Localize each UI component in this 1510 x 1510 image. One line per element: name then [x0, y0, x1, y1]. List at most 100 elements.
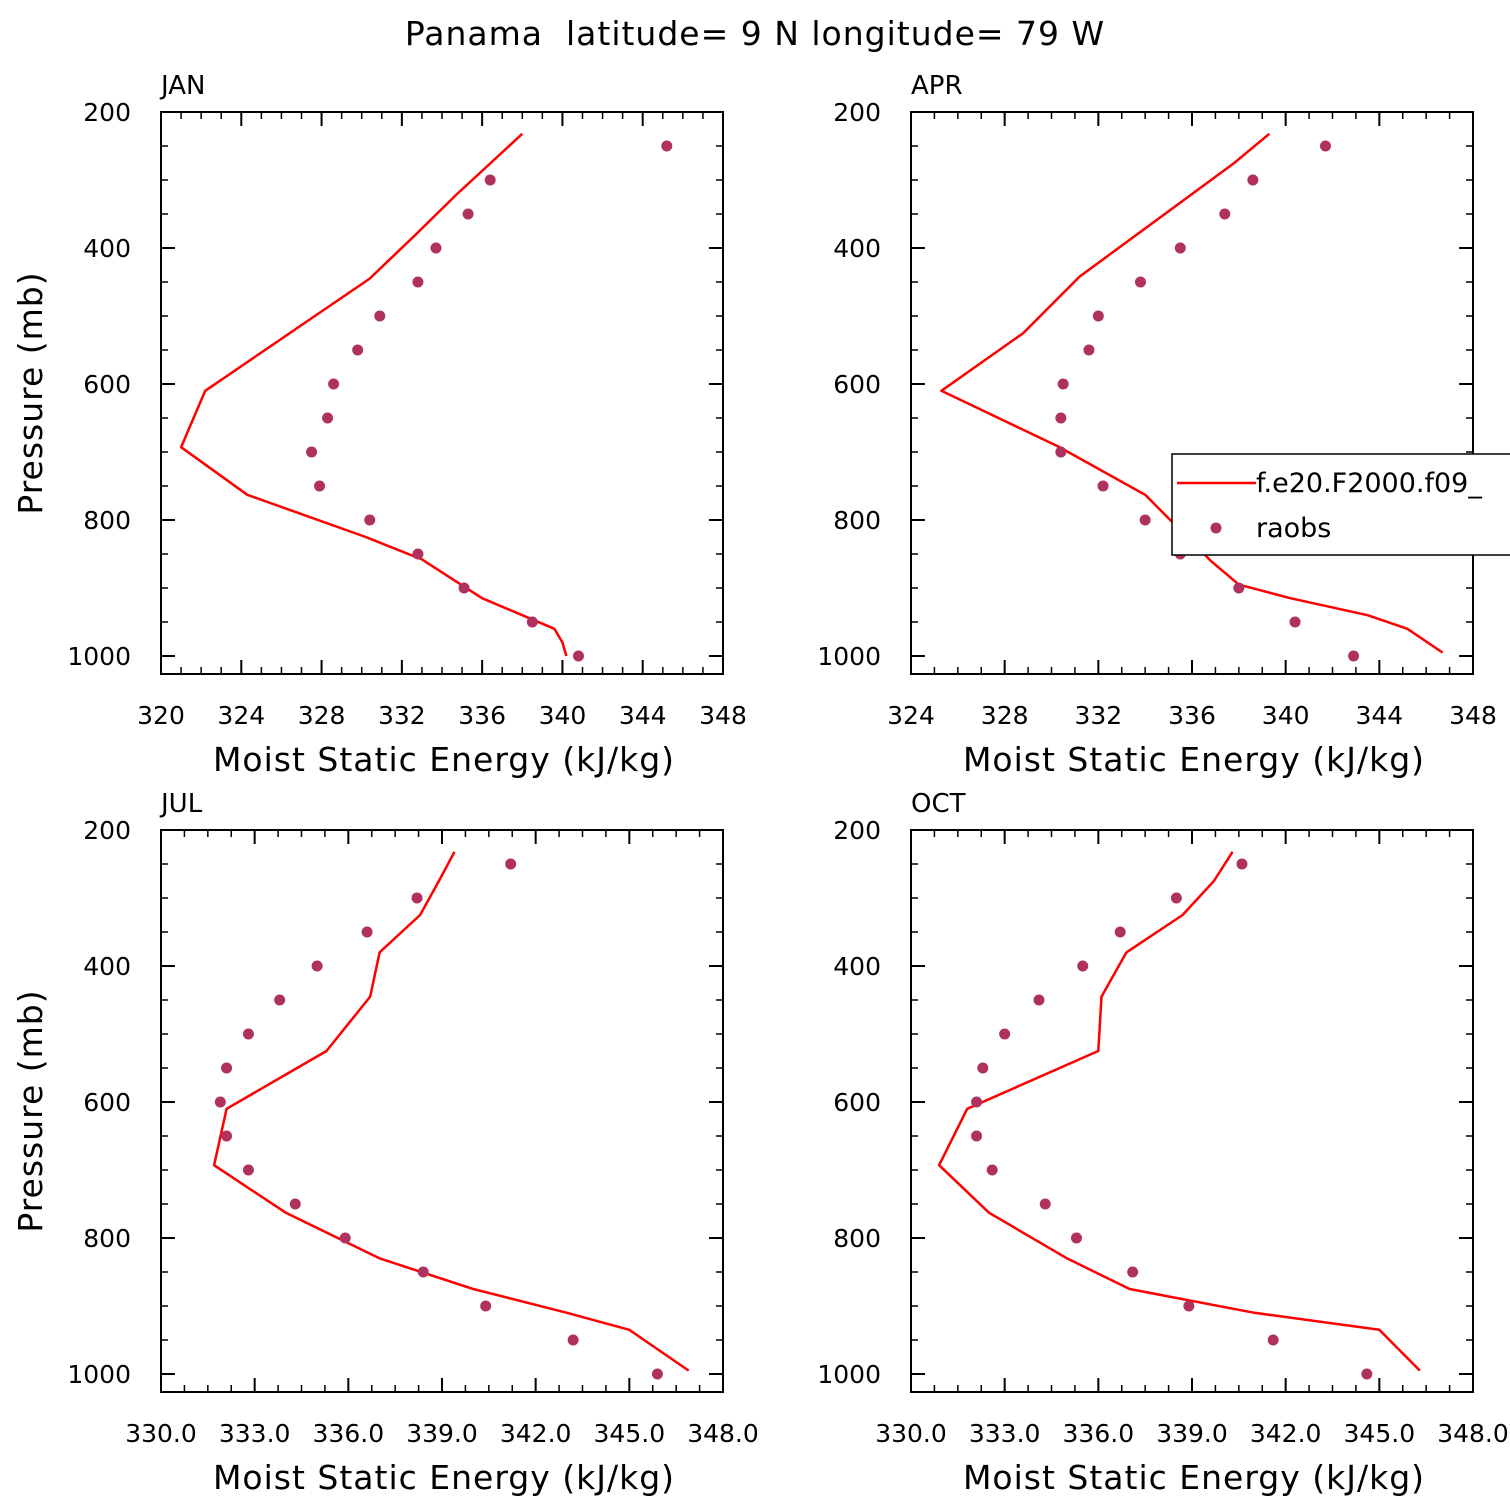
- x-tick-label: 336.0: [1063, 1419, 1135, 1448]
- obs-point: [1170, 892, 1182, 904]
- obs-point: [1183, 1300, 1195, 1312]
- y-tick-label: 400: [833, 952, 881, 981]
- x-tick-label: 328: [981, 701, 1029, 730]
- x-tick-label: 324: [217, 701, 265, 730]
- obs-point: [572, 650, 584, 662]
- model-line-jul: [212, 851, 690, 1372]
- obs-point: [458, 582, 470, 594]
- panel-title-jul: JUL: [159, 789, 203, 819]
- panel-title-apr: APR: [911, 71, 963, 101]
- y-tick-label: 200: [833, 98, 881, 127]
- obs-point: [986, 1164, 998, 1176]
- obs-point: [526, 616, 538, 628]
- model-line-jan: [179, 132, 568, 657]
- obs-point: [1219, 208, 1231, 220]
- obs-point: [661, 140, 673, 152]
- obs-point: [971, 1096, 983, 1108]
- obs-point: [417, 1266, 429, 1278]
- plot-frame: [910, 111, 1474, 675]
- obs-point: [328, 378, 340, 390]
- obs-point: [1077, 960, 1089, 972]
- obs-point: [484, 174, 496, 186]
- x-tick-label: 333.0: [969, 1419, 1041, 1448]
- obs-point: [430, 242, 442, 254]
- y-tick-label: 200: [83, 816, 131, 845]
- obs-point: [462, 208, 474, 220]
- x-tick-label: 340: [539, 701, 587, 730]
- obs-point: [1361, 1368, 1373, 1380]
- obs-point: [1267, 1334, 1279, 1346]
- obs-point: [361, 926, 373, 938]
- obs-point: [1114, 926, 1126, 938]
- obs-point: [1033, 994, 1045, 1006]
- legend-model-label: f.e20.F2000.f09_: [1256, 468, 1482, 499]
- obs-point: [374, 310, 386, 322]
- x-tick-label: 339.0: [406, 1419, 478, 1448]
- x-tick-label: 333.0: [219, 1419, 291, 1448]
- plot-frame: [160, 111, 724, 675]
- obs-point: [1055, 412, 1067, 424]
- obs-point: [289, 1198, 301, 1210]
- y-tick-label: 400: [83, 234, 131, 263]
- obs-point: [364, 514, 376, 526]
- panel-title-oct: OCT: [911, 789, 966, 819]
- y-tick-label: 800: [833, 506, 881, 535]
- obs-point: [999, 1028, 1011, 1040]
- x-tick-label: 336: [1168, 701, 1216, 730]
- panel-title-jan: JAN: [159, 71, 205, 101]
- obs-point: [242, 1028, 254, 1040]
- y-tick-label: 1000: [67, 642, 131, 671]
- x-tick-label: 330.0: [125, 1419, 197, 1448]
- x-tick-label: 320: [137, 701, 185, 730]
- obs-point: [1127, 1266, 1139, 1278]
- y-tick-label: 800: [83, 1224, 131, 1253]
- plot-frame: [910, 829, 1474, 1393]
- x-tick-label: 345.0: [594, 1419, 666, 1448]
- y-tick-label: 400: [83, 952, 131, 981]
- x-tick-label: 348: [699, 701, 747, 730]
- obs-point: [314, 480, 326, 492]
- panel-jan: JAN 320 324 328 332 336 340 344 348 200 400 600 800 1…: [11, 71, 747, 779]
- x-tick-label: 328: [298, 701, 346, 730]
- obs-point: [242, 1164, 254, 1176]
- legend-box: [1171, 453, 1510, 556]
- x-tick-label: 344: [619, 701, 667, 730]
- x-tick-label: 348: [1449, 701, 1497, 730]
- x-axis-label: Moist Static Energy (kJ/kg): [213, 740, 675, 779]
- y-tick-label: 800: [83, 506, 131, 535]
- obs-point: [221, 1062, 233, 1074]
- obs-point: [651, 1368, 663, 1380]
- y-tick-label: 400: [833, 234, 881, 263]
- obs-point: [1348, 650, 1360, 662]
- x-tick-label: 336.0: [313, 1419, 385, 1448]
- x-tick-label: 345.0: [1344, 1419, 1416, 1448]
- y-tick-label: 1000: [817, 1360, 881, 1389]
- obs-point: [274, 994, 286, 1006]
- obs-point: [411, 892, 423, 904]
- x-tick-label: 348.0: [687, 1419, 759, 1448]
- y-axis-label: Pressure (mb): [11, 271, 50, 514]
- x-axis-label: Moist Static Energy (kJ/kg): [213, 1458, 675, 1497]
- model-line-oct: [937, 851, 1421, 1372]
- obs-point: [1097, 480, 1109, 492]
- obs-point: [1174, 242, 1186, 254]
- x-tick-label: 340: [1262, 701, 1310, 730]
- x-axis-label: Moist Static Energy (kJ/kg): [963, 1458, 1425, 1497]
- obs-point: [221, 1130, 233, 1142]
- x-tick-label: 342.0: [1250, 1419, 1322, 1448]
- obs-point: [352, 344, 364, 356]
- obs-point: [1039, 1198, 1051, 1210]
- obs-point: [306, 446, 318, 458]
- y-tick-label: 600: [833, 370, 881, 399]
- obs-point: [1139, 514, 1151, 526]
- x-tick-label: 336: [458, 701, 506, 730]
- y-tick-label: 1000: [67, 1360, 131, 1389]
- x-axis-label: Moist Static Energy (kJ/kg): [963, 740, 1425, 779]
- y-tick-label: 1000: [817, 642, 881, 671]
- obs-point: [1236, 858, 1248, 870]
- x-tick-label: 332: [378, 701, 426, 730]
- obs-point: [1319, 140, 1331, 152]
- figure-title: Panama latitude= 9 N longitude= 79 W: [405, 14, 1105, 53]
- model-line-apr: [940, 132, 1444, 654]
